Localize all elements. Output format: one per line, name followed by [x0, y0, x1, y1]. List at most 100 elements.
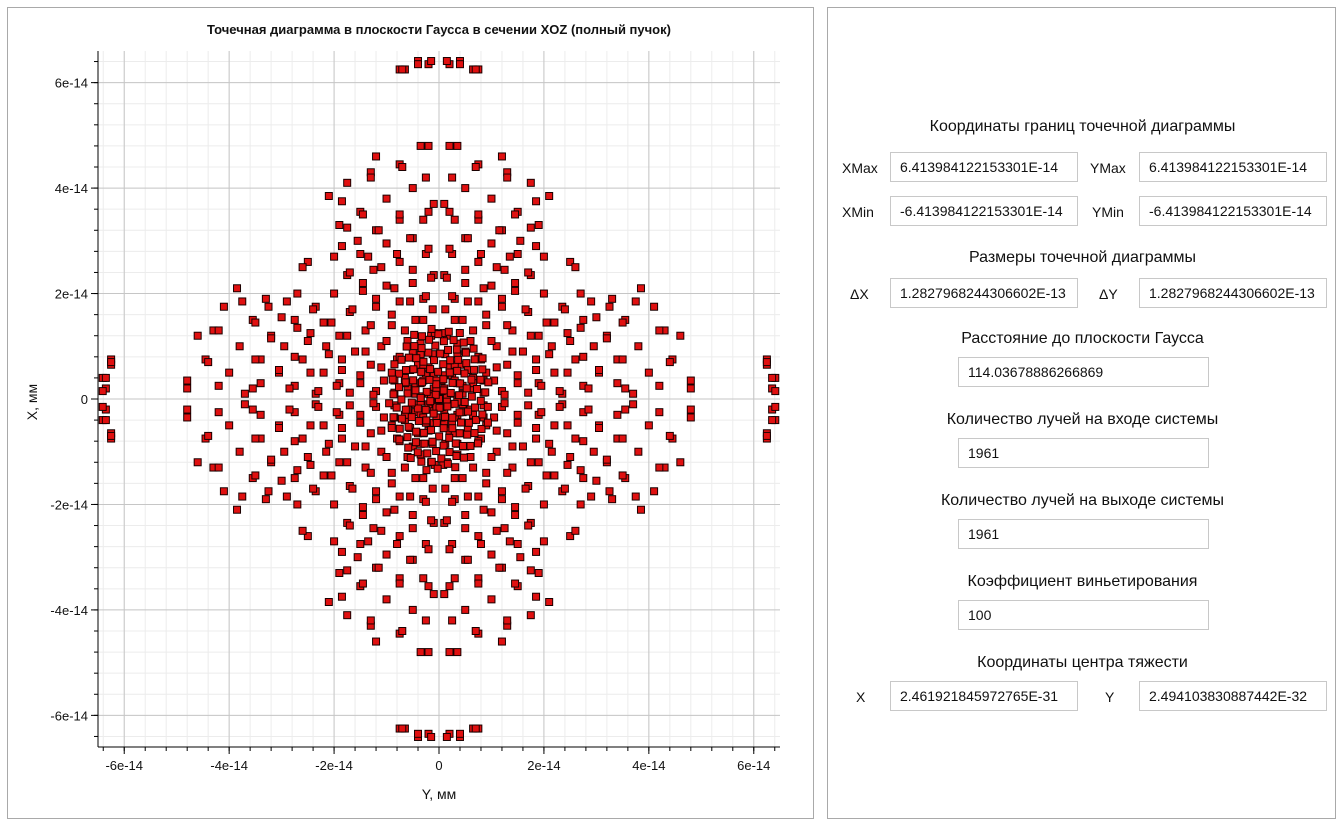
ymin-field[interactable]: -6.413984122153301E-14	[1139, 196, 1327, 226]
scatter-point	[314, 402, 323, 411]
vignetting-field[interactable]: 100	[958, 600, 1209, 630]
scatter-point	[461, 265, 470, 274]
xmin-field[interactable]: -6.413984122153301E-14	[890, 196, 1078, 226]
dy-field[interactable]: 1.2827968244306602E-13	[1139, 278, 1327, 308]
scatter-point	[421, 292, 430, 301]
scatter-point	[372, 487, 381, 496]
dx-field[interactable]: 1.2827968244306602E-13	[890, 278, 1078, 308]
scatter-point	[392, 403, 401, 412]
scatter-point	[463, 555, 472, 564]
scatter-point	[686, 384, 695, 393]
scatter-point	[442, 516, 451, 525]
scatter-point	[98, 387, 107, 396]
scatter-point	[445, 207, 454, 216]
scatter-point	[492, 263, 501, 272]
scatter-point	[451, 463, 460, 472]
scatter-point	[450, 215, 459, 224]
scatter-point	[532, 197, 541, 206]
scatter-point	[463, 430, 472, 439]
scatter-point	[424, 545, 433, 554]
scatter-point	[293, 323, 302, 332]
scatter-point	[400, 326, 409, 335]
scatter-point	[650, 487, 659, 496]
scatter-point	[348, 305, 357, 314]
scatter-point	[487, 337, 496, 345]
centroid-y-field[interactable]: 2.494103830887442E-32	[1139, 681, 1327, 711]
scatter-point	[356, 540, 365, 548]
centroid-x-field[interactable]: 2.461921845972765E-31	[890, 681, 1078, 711]
scatter-point	[414, 729, 423, 738]
scatter-point	[534, 458, 543, 467]
scatter-point	[448, 616, 457, 625]
scatter-point	[589, 447, 598, 456]
scatter-point	[382, 550, 391, 559]
scatter-point	[309, 484, 318, 493]
scatter-point	[306, 329, 315, 338]
scatter-point	[406, 555, 415, 564]
scatter-point	[298, 355, 307, 364]
scatter-point	[372, 152, 381, 161]
xmax-field[interactable]: 6.413984122153301E-14	[890, 152, 1078, 182]
scatter-point	[364, 252, 373, 261]
scatter-point	[387, 479, 396, 488]
scatter-point	[508, 442, 517, 451]
scatter-point	[443, 402, 452, 411]
x-tick-label: 6e-14	[737, 758, 770, 773]
size-title: Размеры точечной диаграммы	[968, 249, 1197, 266]
scatter-point	[306, 421, 315, 430]
scatter-point	[762, 358, 771, 367]
scatter-point	[390, 284, 399, 293]
scatter-point	[472, 415, 481, 424]
scatter-point	[676, 458, 685, 467]
scatter-point	[285, 384, 294, 393]
rays-out-field[interactable]: 1961	[958, 519, 1209, 549]
scatter-point	[343, 611, 352, 620]
scatter-point	[550, 471, 559, 480]
scatter-point	[411, 474, 420, 483]
scatter-point	[461, 511, 470, 519]
x-tick-label: -6e-14	[105, 758, 143, 773]
scatter-point	[345, 401, 354, 410]
scatter-point	[408, 605, 417, 614]
scatter-point	[550, 368, 559, 377]
distance-field[interactable]: 114.03678886266869	[958, 357, 1209, 387]
scatter-point	[413, 404, 422, 413]
scatter-point	[408, 265, 417, 274]
scatter-point	[511, 279, 520, 287]
scatter-point	[369, 399, 378, 408]
scatter-point	[348, 484, 357, 493]
scatter-point	[497, 152, 506, 161]
scatter-point	[555, 387, 564, 396]
scatter-point	[526, 223, 535, 232]
scatter-point	[280, 447, 289, 456]
scatter-point	[455, 408, 464, 417]
scatter-point	[605, 487, 614, 496]
scatter-point	[566, 532, 575, 541]
scatter-point	[655, 326, 664, 335]
scatter-point	[411, 386, 420, 395]
spot-diagram-chart[interactable]: Точечная диаграмма в плоскости Гаусса в …	[8, 8, 813, 818]
scatter-point	[303, 257, 312, 266]
scatter-point	[361, 442, 370, 451]
scatter-point	[445, 368, 454, 377]
scatter-point	[219, 302, 228, 311]
scatter-point	[483, 402, 492, 411]
scatter-point	[401, 405, 410, 414]
scatter-point	[579, 437, 588, 446]
scatter-point	[545, 439, 554, 448]
scatter-point	[419, 474, 428, 483]
scatter-point	[497, 495, 506, 504]
scatter-point	[440, 199, 449, 208]
scatter-point	[466, 337, 475, 345]
scatter-point	[448, 424, 457, 433]
scatter-point	[483, 418, 492, 427]
scatter-point	[513, 540, 522, 548]
scatter-point	[395, 435, 404, 444]
scatter-point	[240, 389, 249, 398]
ymax-field[interactable]: 6.413984122153301E-14	[1139, 152, 1327, 182]
scatter-point	[356, 371, 365, 380]
scatter-point	[413, 448, 422, 457]
rays-in-field[interactable]: 1961	[958, 438, 1209, 468]
scatter-point	[421, 173, 430, 182]
scatter-point	[526, 611, 535, 620]
